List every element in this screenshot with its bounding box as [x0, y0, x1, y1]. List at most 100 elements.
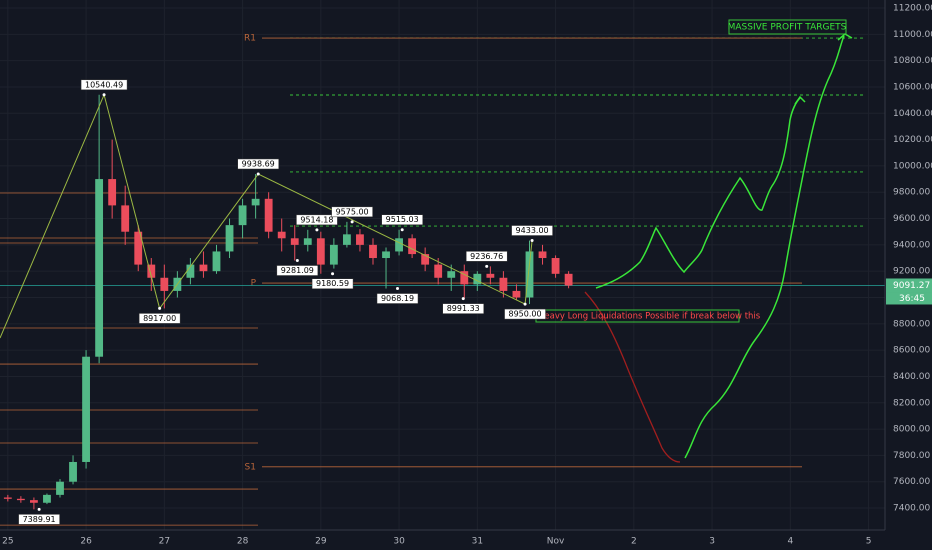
y-tick-label: 8800.00 — [893, 319, 930, 329]
candle-body — [238, 205, 247, 226]
candle-body — [82, 356, 90, 462]
candle-body — [95, 179, 104, 357]
price-axis — [885, 0, 932, 550]
pivot-marker — [315, 228, 319, 232]
y-tick-label: 9200.00 — [893, 267, 930, 277]
pivot-marker — [396, 287, 400, 291]
x-tick-label: 31 — [472, 537, 483, 547]
y-tick-label: 10000.00 — [893, 161, 932, 171]
y-tick-label: 10600.00 — [893, 82, 932, 92]
pivot-marker — [530, 239, 534, 243]
candle-body — [382, 251, 390, 259]
pivot-marker — [295, 259, 299, 263]
candle-body — [303, 238, 312, 245]
candle-body — [56, 481, 64, 495]
candle-body — [525, 251, 534, 298]
candle-body — [460, 271, 469, 285]
annotation-tag — [331, 206, 373, 218]
x-tick-label: 25 — [2, 537, 13, 547]
x-tick-label: 5 — [866, 537, 872, 547]
candle-body — [499, 277, 508, 291]
x-tick-label: 27 — [159, 537, 170, 547]
pivot-marker — [485, 264, 489, 268]
annotation-label: 10540.49 — [85, 80, 123, 89]
x-tick-label: 3 — [709, 537, 715, 547]
candle-body — [29, 500, 38, 503]
liquidation-note: Heavy Long Liquidations Possible if brea… — [538, 312, 761, 322]
annotation-tag — [296, 214, 338, 226]
x-tick-label: 30 — [393, 537, 405, 547]
candle-body — [69, 461, 77, 482]
annotation-tag — [442, 303, 484, 314]
y-tick-label: 11000.00 — [893, 30, 932, 40]
annotation-label: 8991.33 — [447, 304, 480, 313]
pivot-marker — [523, 302, 527, 306]
projection-curve — [684, 35, 845, 459]
countdown-tag — [886, 292, 932, 305]
pivot-label: R1 — [244, 34, 256, 44]
candle-body — [16, 498, 25, 501]
annotation-tag — [511, 225, 553, 236]
annotation-label: 8950.00 — [509, 310, 542, 319]
candle-body — [121, 205, 130, 232]
candle-body — [316, 238, 325, 265]
annotation-tag — [276, 265, 319, 276]
annotation-tag — [465, 251, 508, 262]
pivot-marker — [256, 172, 260, 176]
pivot-marker — [400, 228, 404, 232]
x-tick-label: 28 — [237, 537, 249, 547]
x-tick-label: 29 — [315, 537, 327, 547]
pivot-marker — [37, 507, 41, 511]
annotation-tag — [376, 293, 419, 304]
annotation-tag — [381, 214, 423, 225]
candle-body — [369, 244, 377, 259]
candle-body — [564, 273, 573, 286]
y-tick-label: 7800.00 — [893, 451, 930, 461]
targets-note: MASSIVE PROFIT TARGETS — [728, 23, 847, 33]
pivot-label: P — [251, 279, 257, 289]
annotation-tag — [18, 514, 60, 525]
annotation-label: 9575.00 — [336, 207, 369, 216]
note-box — [728, 19, 847, 35]
y-tick-label: 9600.00 — [893, 214, 930, 224]
candle-body — [225, 225, 234, 252]
annotation-tag — [311, 278, 354, 289]
annotation-label: 9236.76 — [470, 252, 503, 261]
candle-body — [342, 234, 351, 245]
annotation-label: 9281.09 — [281, 266, 314, 275]
y-tick-label: 8600.00 — [893, 346, 930, 356]
candle-body — [356, 234, 364, 245]
candle-body — [408, 238, 417, 255]
y-tick-label: 8000.00 — [893, 425, 930, 435]
arrow-head — [794, 95, 806, 105]
candle-body — [186, 264, 195, 278]
x-tick-label: Nov — [547, 537, 565, 547]
x-tick-label: 2 — [631, 537, 637, 547]
y-tick-label: 9400.00 — [893, 240, 930, 250]
candle-body — [212, 251, 221, 272]
countdown: 36:45 — [899, 294, 925, 304]
y-tick-label: 9800.00 — [893, 188, 930, 198]
y-tick-label: 10200.00 — [893, 135, 932, 145]
zigzag-line — [0, 93, 533, 339]
candle-body — [434, 264, 443, 278]
annotation-label: 9068.19 — [381, 294, 414, 303]
candle-body — [538, 251, 547, 259]
candle-body — [134, 231, 143, 265]
annotation-label: 9938.69 — [242, 159, 275, 168]
candle-body — [277, 231, 286, 239]
pivot-marker — [331, 272, 335, 276]
candle-body — [512, 290, 521, 298]
x-tick-label: 4 — [787, 537, 793, 547]
annotation-label: 9515.03 — [386, 215, 419, 224]
annotation-label: 8917.00 — [143, 314, 176, 323]
annotation-tag — [504, 308, 546, 320]
last-price-label: 9091.27 — [893, 281, 930, 291]
annotation-label: 9180.59 — [316, 279, 349, 288]
candle-body — [108, 179, 117, 206]
candle-body — [160, 277, 169, 291]
candle-body — [290, 238, 299, 245]
annotation-label: 9514.18 — [300, 215, 333, 224]
candle-body — [264, 198, 273, 232]
